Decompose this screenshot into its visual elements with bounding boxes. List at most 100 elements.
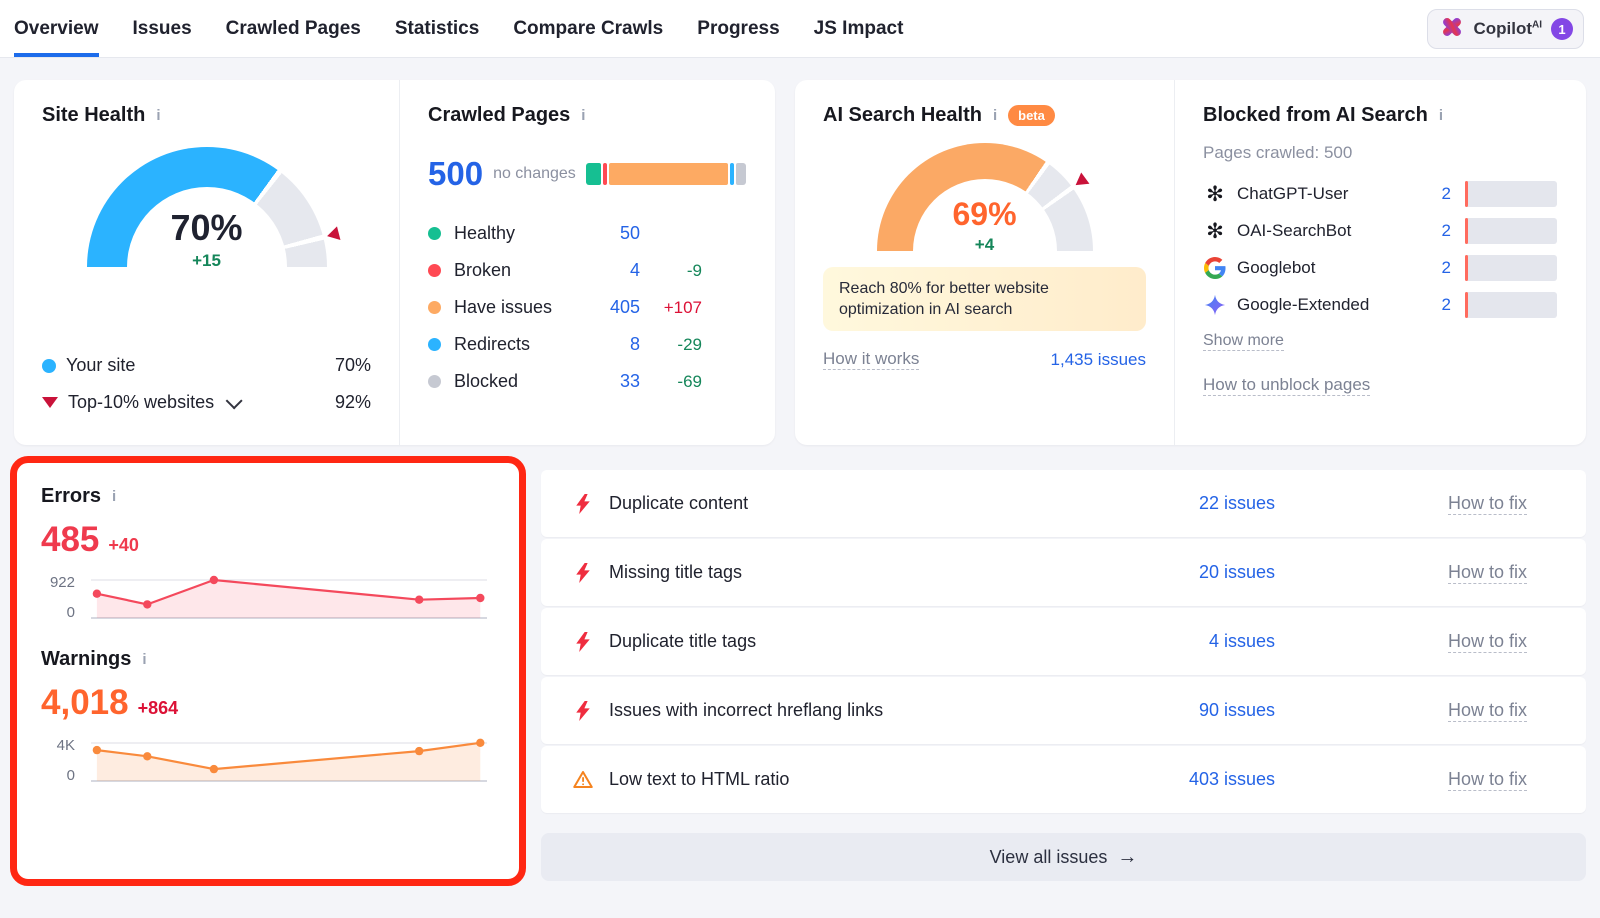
warnings-value[interactable]: 4,018: [41, 683, 129, 722]
issue-count-link[interactable]: 90 issues: [1198, 700, 1275, 720]
how-to-unblock-link[interactable]: How to unblock pages: [1203, 375, 1371, 396]
legend-label: Healthy: [454, 223, 516, 243]
tab-crawled-pages[interactable]: Crawled Pages: [225, 17, 361, 39]
errors-card: Errors i 485 +40 922 0: [41, 485, 495, 626]
legend-delta: +107: [663, 297, 702, 317]
tab-js-impact[interactable]: JS Impact: [813, 17, 904, 39]
top10-label: Top-10% websites: [68, 392, 215, 412]
blocked-ai-title: Blocked from AI Search: [1203, 104, 1428, 126]
blocked-ai-card: Blocked from AI Search i Pages crawled: …: [1175, 80, 1585, 445]
warning-triangle-icon: [573, 770, 593, 789]
blocked-bar: [1465, 255, 1557, 281]
legend-value-link[interactable]: 50: [619, 223, 640, 243]
tab-progress[interactable]: Progress: [697, 17, 780, 39]
chatgpt-icon: ✻: [1206, 182, 1224, 206]
beta-badge: beta: [1008, 105, 1055, 126]
ai-health-callout: Reach 80% for better website optimizatio…: [823, 267, 1146, 332]
site-health-value: 70%: [170, 207, 243, 248]
info-icon[interactable]: i: [156, 107, 161, 124]
blocked-row-oai-searchbot: ✻ OAI-SearchBot 2: [1203, 218, 1557, 244]
ai-search-health-title: AI Search Health: [823, 104, 982, 126]
errors-ymax-label: 922: [49, 574, 75, 591]
ai-search-health-gauge: 69% +4: [876, 143, 1093, 254]
warnings-ymax-label: 4K: [56, 737, 75, 754]
legend-row-broken: Broken 4 -9: [428, 252, 746, 289]
info-icon[interactable]: i: [581, 107, 586, 124]
errors-delta: +40: [108, 535, 139, 555]
legend-delta: -29: [677, 334, 702, 354]
legend-top10-websites[interactable]: Top-10% websites 92%: [42, 384, 371, 421]
how-it-works-link[interactable]: How it works: [823, 349, 920, 371]
bot-label: OAI-SearchBot: [1237, 221, 1352, 240]
your-site-label: Your site: [66, 355, 136, 375]
blocked-bar: [1465, 292, 1557, 318]
healthy-dot-icon: [428, 227, 441, 240]
tab-issues[interactable]: Issues: [132, 17, 192, 39]
blocked-count-link[interactable]: 2: [1441, 221, 1451, 240]
legend-value-link[interactable]: 405: [609, 297, 640, 317]
blocked-count-link[interactable]: 2: [1441, 295, 1451, 314]
legend-label: Blocked: [454, 371, 519, 391]
ai-issues-link[interactable]: 1,435 issues: [1050, 349, 1146, 369]
issue-label: Low text to HTML ratio: [609, 769, 790, 789]
issue-count-link[interactable]: 403 issues: [1188, 769, 1275, 789]
error-bolt-icon: [573, 562, 593, 583]
your-site-dot-icon: [42, 358, 56, 373]
bar-segment-healthy: [586, 163, 601, 185]
tab-statistics[interactable]: Statistics: [394, 17, 480, 39]
errors-value[interactable]: 485: [41, 520, 100, 559]
site-health-card: Site Health i 70% +15 Your site 70% Top-…: [14, 80, 400, 445]
copilot-label: CopilotAI: [1473, 19, 1542, 38]
legend-value-link[interactable]: 8: [629, 334, 640, 354]
bar-segment-blocked: [736, 163, 746, 185]
info-icon[interactable]: i: [992, 107, 998, 124]
how-to-fix-link[interactable]: How to fix: [1447, 561, 1527, 584]
blocked-count-link[interactable]: 2: [1441, 258, 1451, 277]
info-icon[interactable]: i: [112, 488, 117, 505]
issue-count-link[interactable]: 20 issues: [1198, 562, 1275, 582]
annotation-highlight: Errors i 485 +40 922 0 Warnings i 4,018 …: [10, 456, 526, 886]
ai-health-value: 69%: [952, 196, 1017, 232]
issue-label: Duplicate content: [609, 493, 749, 513]
show-more-link[interactable]: Show more: [1203, 332, 1284, 351]
blocked-bar: [1465, 218, 1557, 244]
legend-delta: -69: [677, 371, 702, 391]
error-bolt-icon: [573, 493, 593, 514]
copilot-button[interactable]: CopilotAI 1: [1427, 9, 1584, 49]
error-bolt-icon: [573, 631, 593, 652]
issue-count-link[interactable]: 22 issues: [1198, 493, 1275, 513]
issue-row[interactable]: Missing title tags 20 issues How to fix: [541, 539, 1586, 606]
warnings-card: Warnings i 4,018 +864 4K 0: [41, 648, 495, 789]
legend-value-link[interactable]: 4: [629, 260, 640, 280]
error-bolt-icon: [573, 700, 593, 721]
issue-row[interactable]: Duplicate content 22 issues How to fix: [541, 470, 1586, 537]
view-all-issues-button[interactable]: View all issues →: [541, 833, 1586, 881]
how-to-fix-link[interactable]: How to fix: [1447, 630, 1527, 653]
tab-compare-crawls[interactable]: Compare Crawls: [513, 17, 664, 39]
how-to-fix-link[interactable]: How to fix: [1447, 768, 1527, 791]
tab-overview[interactable]: Overview: [14, 0, 99, 57]
warnings-delta: +864: [137, 698, 179, 718]
legend-your-site: Your site 70%: [42, 347, 371, 384]
pages-crawled-note: Pages crawled: 500: [1203, 143, 1353, 162]
chevron-down-icon[interactable]: [225, 391, 243, 409]
info-icon[interactable]: i: [142, 651, 147, 668]
issue-row[interactable]: Issues with incorrect hreflang links 90 …: [541, 677, 1586, 744]
arrow-right-icon: →: [1117, 846, 1138, 868]
legend-value-link[interactable]: 33: [619, 371, 640, 391]
tab-bar: Overview Issues Crawled Pages Statistics…: [14, 0, 903, 57]
issue-row[interactable]: Low text to HTML ratio 403 issues How to…: [541, 746, 1586, 813]
site-health-panel: Site Health i 70% +15 Your site 70% Top-…: [14, 80, 775, 445]
bar-segment-redirects: [730, 163, 735, 185]
how-to-fix-link[interactable]: How to fix: [1447, 699, 1527, 722]
how-to-fix-link[interactable]: How to fix: [1447, 492, 1527, 515]
issue-row[interactable]: Duplicate title tags 4 issues How to fix: [541, 608, 1586, 675]
info-icon[interactable]: i: [1438, 107, 1444, 124]
copilot-icon: [1440, 15, 1464, 44]
warnings-trend-chart: 4K 0: [41, 733, 495, 789]
blocked-count-link[interactable]: 2: [1441, 184, 1451, 203]
bot-label: Googlebot: [1237, 258, 1316, 277]
crawled-pages-legend: Healthy 50 Broken 4 -9 Have issues 405 +…: [428, 215, 746, 400]
issue-count-link[interactable]: 4 issues: [1208, 631, 1275, 651]
site-health-delta: +15: [192, 251, 221, 270]
